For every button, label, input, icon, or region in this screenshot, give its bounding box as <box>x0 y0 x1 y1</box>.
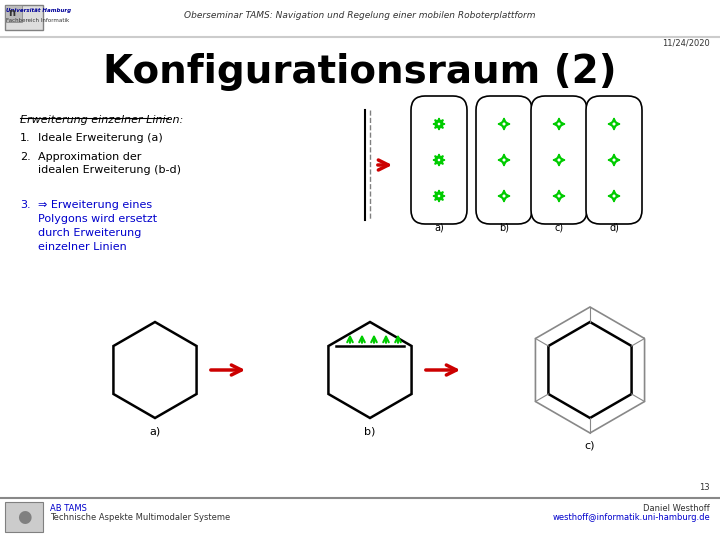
Polygon shape <box>536 307 644 433</box>
Polygon shape <box>114 322 197 418</box>
Text: AB TAMS: AB TAMS <box>50 504 87 513</box>
Text: einzelner Linien: einzelner Linien <box>38 242 127 252</box>
Text: Konfigurationsraum (2): Konfigurationsraum (2) <box>103 53 617 91</box>
Text: c): c) <box>585 441 595 451</box>
Text: Polygons wird ersetzt: Polygons wird ersetzt <box>38 214 157 224</box>
FancyBboxPatch shape <box>476 96 532 224</box>
Bar <box>5 5 22 22</box>
Text: ⇒ Erweiterung eines: ⇒ Erweiterung eines <box>38 200 152 210</box>
Text: ●: ● <box>17 508 31 526</box>
Text: c): c) <box>554 222 564 232</box>
FancyBboxPatch shape <box>411 96 467 224</box>
Text: Oberseminar TAMS: Navigation und Regelung einer mobilen Roboterplattform: Oberseminar TAMS: Navigation und Regelun… <box>184 11 536 21</box>
Text: Universität Hamburg: Universität Hamburg <box>6 8 71 13</box>
Text: Technische Aspekte Multimodaler Systeme: Technische Aspekte Multimodaler Systeme <box>50 513 230 522</box>
Bar <box>5 5 43 30</box>
Text: Approximation der: Approximation der <box>38 152 141 162</box>
Text: a): a) <box>149 426 161 436</box>
Text: n: n <box>8 8 15 18</box>
Bar <box>5 502 43 532</box>
Text: a): a) <box>434 222 444 232</box>
Text: Erweiterung einzelner Linien:: Erweiterung einzelner Linien: <box>20 115 184 125</box>
Text: 13: 13 <box>699 483 710 492</box>
FancyBboxPatch shape <box>531 96 587 224</box>
Text: 1.: 1. <box>20 133 31 143</box>
Text: westhoff@informatik.uni-hamburg.de: westhoff@informatik.uni-hamburg.de <box>552 513 710 522</box>
Text: durch Erweiterung: durch Erweiterung <box>38 228 141 238</box>
Text: 11/24/2020: 11/24/2020 <box>662 38 710 47</box>
Text: b): b) <box>499 222 509 232</box>
Text: b): b) <box>364 426 376 436</box>
FancyBboxPatch shape <box>586 96 642 224</box>
Text: Ideale Erweiterung (a): Ideale Erweiterung (a) <box>38 133 163 143</box>
Text: 3.: 3. <box>20 200 31 210</box>
Text: Daniel Westhoff: Daniel Westhoff <box>643 504 710 513</box>
Text: idealen Erweiterung (b-d): idealen Erweiterung (b-d) <box>38 165 181 175</box>
Polygon shape <box>549 322 631 418</box>
Text: Fachbereich Informatik: Fachbereich Informatik <box>6 18 69 23</box>
Text: d): d) <box>609 222 619 232</box>
Polygon shape <box>328 322 412 418</box>
Text: 2.: 2. <box>20 152 31 162</box>
